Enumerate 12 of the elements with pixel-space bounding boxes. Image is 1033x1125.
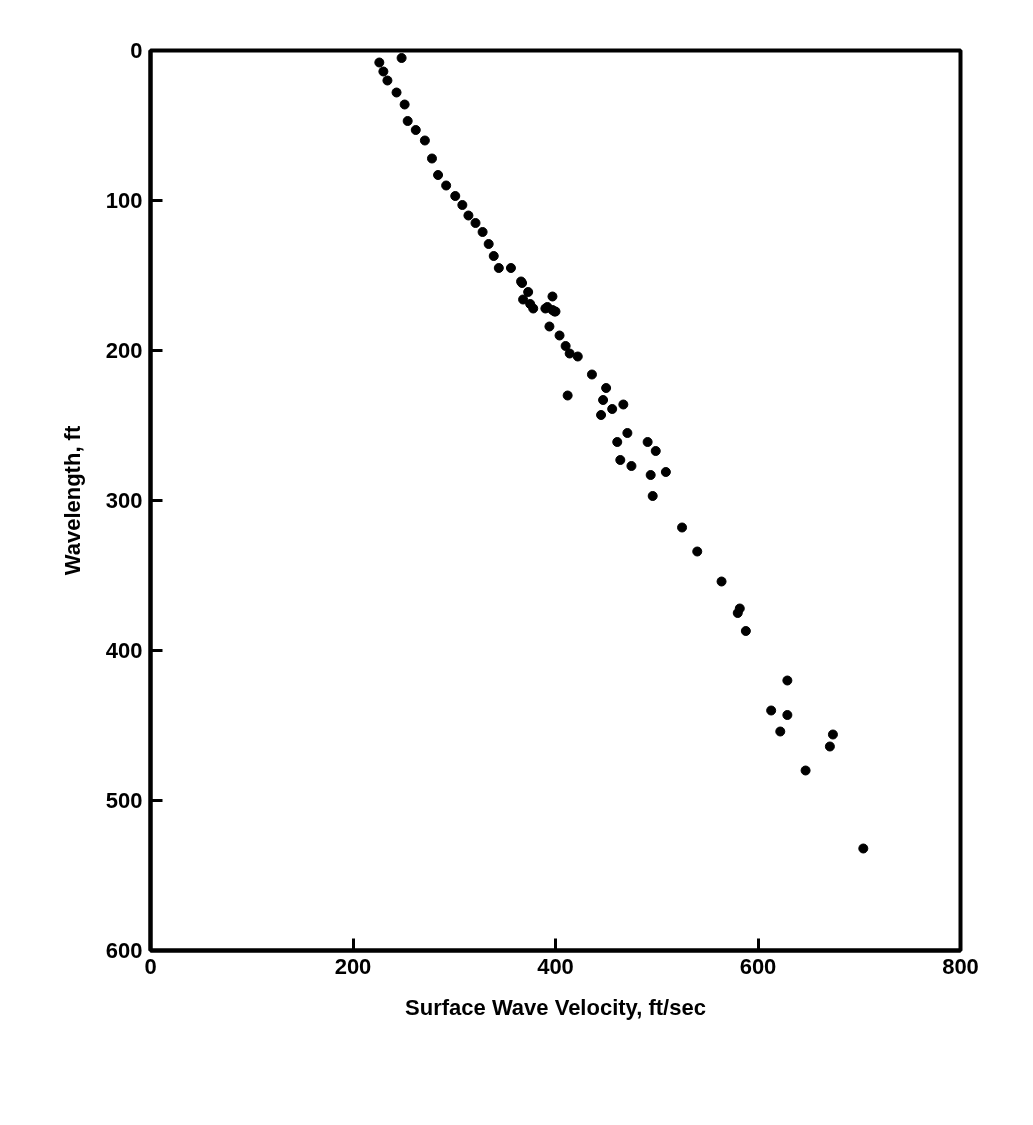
y-tick-label: 100: [105, 188, 143, 213]
x-tick-label: 200: [334, 953, 372, 979]
x-tick-label: 600: [739, 953, 777, 979]
y-tick-label: 0: [130, 38, 143, 63]
y-tick-label: 500: [105, 788, 143, 813]
x-tick-label: 800: [942, 953, 979, 979]
x-tick-label: 400: [537, 953, 574, 979]
y-axis-title: Wavelength, ft: [59, 425, 85, 576]
x-axis-title: Surface Wave Velocity, ft/sec: [405, 994, 706, 1020]
y-tick-label: 300: [105, 488, 143, 513]
y-tick-label: 400: [105, 638, 143, 663]
y-tick-label: 200: [105, 338, 143, 363]
